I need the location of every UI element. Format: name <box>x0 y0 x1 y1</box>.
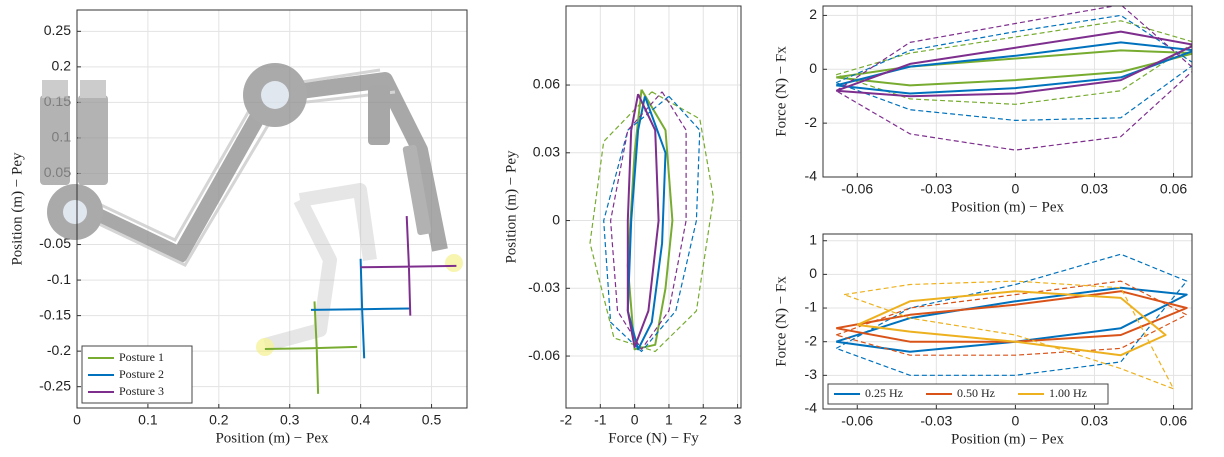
axes-frame <box>822 233 1193 410</box>
y-tick-label: 2 <box>809 6 817 22</box>
y-tick-label: -0.06 <box>528 347 560 363</box>
x-tick-label: 0.06 <box>1160 413 1187 429</box>
data-line <box>835 253 1188 376</box>
data-line <box>603 95 701 353</box>
y-tick-label: -2 <box>805 332 818 348</box>
y-tick-label: -4 <box>805 400 818 416</box>
plot-data <box>835 253 1188 390</box>
x-tick-label: 0 <box>1012 413 1020 429</box>
panel: -0.06 -0.03 0 0.03 0.06 -4 -2 0 2 <box>805 6 1192 197</box>
data-line <box>310 258 411 359</box>
data-line <box>589 91 715 353</box>
data-line <box>856 290 1167 357</box>
x-tick-label: -0.03 <box>920 413 952 429</box>
y-tick-label: -0.03 <box>528 279 560 295</box>
y-tick-label: 1 <box>809 231 817 247</box>
x-tick-label: 0.03 <box>1081 413 1108 429</box>
axes-frame <box>565 5 742 409</box>
legend: 0.25 Hz 0.50 Hz 1.00 Hz <box>827 383 1109 405</box>
plot-data <box>835 6 1192 151</box>
axes-frame <box>76 9 468 409</box>
y-axis-label: Position (m) − Pey <box>9 152 25 266</box>
data-line <box>626 93 660 348</box>
data-line <box>626 95 667 351</box>
y-tick-label: -3 <box>805 366 818 382</box>
y-tick-label: 0.03 <box>533 144 560 160</box>
x-tick-label: -0.03 <box>920 181 952 197</box>
data-line <box>843 280 1175 390</box>
legend-label: Posture 2 <box>119 367 164 381</box>
x-tick-label: 0 <box>73 412 81 428</box>
panel: -2 -1 0 1 2 3 -0.06 -0.03 0 0.03 0.06 <box>528 6 742 428</box>
x-tick-label: -0.06 <box>841 181 873 197</box>
x-tick-label: 0.4 <box>351 412 371 428</box>
y-tick-label: 0 <box>809 265 817 281</box>
y-tick-label: -0.1 <box>47 271 71 287</box>
y-tick-label: 0.25 <box>44 22 71 38</box>
y-tick-label: -0.25 <box>39 377 71 393</box>
data-line <box>835 6 1192 151</box>
legend: Posture 1 Posture 2 Posture 3 <box>81 345 193 404</box>
axes-frame <box>822 5 1193 178</box>
x-axis-label: Position (m) − Pex <box>951 431 1065 447</box>
x-tick-label: -0.06 <box>841 413 873 429</box>
robot-illustration <box>40 63 463 356</box>
legend-box <box>827 383 1109 405</box>
y-tick-label: 0 <box>552 211 560 227</box>
y-tick-label: 0.2 <box>52 58 72 74</box>
x-axis-label: Position (m) − Pex <box>215 430 329 446</box>
panel: -0.06 -0.03 0 0.03 0.06 -4 -3 -2 -1 0 1 <box>805 231 1192 429</box>
legend-label: Posture 1 <box>119 350 164 364</box>
x-axis-label: Position (m) − Pex <box>951 199 1065 215</box>
data-line <box>360 216 457 316</box>
legend-label: 0.50 Hz <box>957 386 995 400</box>
data-line <box>835 14 1192 121</box>
plot-data <box>589 89 715 353</box>
x-tick-label: -1 <box>594 412 607 428</box>
y-tick-label: 0.06 <box>533 76 560 92</box>
data-line <box>835 41 1192 95</box>
data-line <box>626 89 674 351</box>
y-tick-label: -0.2 <box>47 342 71 358</box>
data-line <box>610 91 687 350</box>
y-tick-label: -2 <box>805 114 818 130</box>
plot-data <box>264 216 457 394</box>
x-tick-label: 0.5 <box>422 412 442 428</box>
x-tick-label: 0.06 <box>1160 181 1187 197</box>
data-line <box>835 280 1188 356</box>
y-tick-label: -4 <box>805 168 818 184</box>
y-axis-label: Position (m) − Pey <box>503 150 519 264</box>
x-tick-label: 0 <box>1012 181 1020 197</box>
y-tick-label: 0 <box>809 60 817 76</box>
y-axis-label: Force (N) − Fx <box>773 46 789 137</box>
data-line <box>836 290 1188 343</box>
x-tick-label: 0.2 <box>209 412 229 428</box>
y-tick-label: -0.15 <box>39 306 71 322</box>
x-tick-label: 3 <box>734 412 742 428</box>
x-axis-label: Force (N) − Fy <box>608 430 699 446</box>
data-line <box>836 20 1192 105</box>
x-tick-label: 1 <box>665 412 673 428</box>
legend-label: 0.25 Hz <box>865 386 903 400</box>
legend-label: Posture 3 <box>119 384 164 398</box>
x-tick-label: 0.1 <box>138 412 158 428</box>
x-tick-label: -2 <box>560 412 573 428</box>
x-tick-label: 0.3 <box>280 412 300 428</box>
data-line <box>835 30 1192 98</box>
x-tick-label: 2 <box>699 412 707 428</box>
x-tick-label: 0.03 <box>1081 181 1108 197</box>
legend-label: 1.00 Hz <box>1049 386 1087 400</box>
data-line <box>835 286 1188 353</box>
y-tick-label: -0.05 <box>39 235 71 251</box>
x-tick-label: 0 <box>631 412 639 428</box>
data-line <box>264 301 358 394</box>
y-axis-label: Force (N) − Fx <box>773 276 789 367</box>
y-tick-label: -1 <box>805 299 818 315</box>
